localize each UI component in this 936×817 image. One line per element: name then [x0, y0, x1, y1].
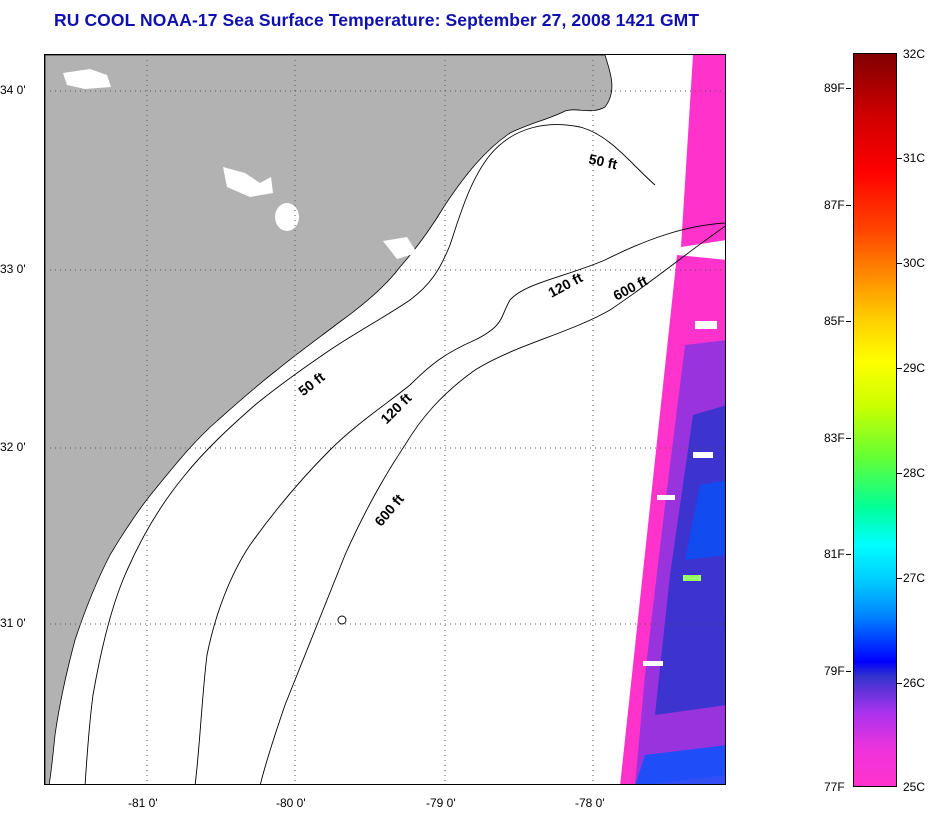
colorbar-celsius-label: 27C [903, 571, 926, 585]
lake-3 [275, 203, 299, 231]
colorbar-celsius-label: 31C [903, 151, 926, 165]
colorbar-celsius-label: 29C [903, 361, 926, 375]
lat-label: 32 0' [0, 440, 26, 454]
contour-label: 120 ft [545, 269, 585, 300]
colorbar-fahrenheit-label: 89F [824, 81, 845, 95]
lake-2 [223, 167, 273, 197]
lake-1 [63, 69, 111, 89]
contour-label: 600 ft [371, 491, 407, 530]
colorbar-celsius-label: 30C [903, 256, 926, 270]
lon-label: -80 0' [276, 796, 306, 810]
lon-label: -81 0' [128, 796, 158, 810]
sst-swath-blue2 [685, 480, 725, 560]
lat-label: 34 0' [0, 83, 26, 97]
sst-green-spot [683, 575, 701, 581]
colorbar-tick [897, 263, 902, 264]
sst-gap-1 [695, 321, 717, 329]
sst-gap-4 [643, 661, 663, 666]
colorbar-tick [846, 205, 851, 206]
map-canvas: 50 ft 120 ft 600 ft 50 ft 120 ft 600 ft [45, 55, 725, 784]
colorbar-tick [846, 554, 851, 555]
contour-50ft [84, 124, 656, 784]
colorbar-tick [897, 578, 902, 579]
contour-label: 120 ft [377, 390, 414, 427]
colorbar-fahrenheit-label: 85F [824, 314, 845, 328]
graticule [45, 55, 725, 784]
colorbar-celsius-label: 32C [903, 47, 926, 61]
colorbar-tick [846, 438, 851, 439]
colorbar-fahrenheit-label: 77F [824, 780, 845, 794]
contour-600ft [260, 225, 725, 784]
colorbar-tick [846, 88, 851, 89]
lake-4 [383, 237, 417, 259]
colorbar-celsius-label: 28C [903, 466, 926, 480]
colorbar-fahrenheit-label: 81F [824, 547, 845, 561]
colorbar-tick [897, 683, 902, 684]
colorbar-celsius-label: 25C [903, 780, 926, 794]
lon-label: -78 0' [575, 796, 605, 810]
colorbar-tick [897, 473, 902, 474]
land-area [45, 55, 613, 784]
colorbar-celsius-label: 26C [903, 676, 926, 690]
contour-label: 50 ft [295, 368, 328, 399]
sst-map: 50 ft 120 ft 600 ft 50 ft 120 ft 600 ft [44, 54, 726, 785]
contour-label: 50 ft [587, 151, 619, 173]
contour-120ft [194, 222, 725, 784]
sst-swath-blue3 [635, 745, 725, 784]
lat-label: 31 0' [0, 616, 26, 630]
sst-swath-pink [681, 55, 725, 247]
sst-gap-3 [657, 495, 675, 500]
temperature-colorbar [853, 53, 897, 787]
colorbar-fahrenheit-label: 79F [824, 664, 845, 678]
sst-swath-blue [655, 405, 725, 715]
colorbar-fahrenheit-label: 87F [824, 198, 845, 212]
colorbar-tick [897, 368, 902, 369]
sst-gap-2 [693, 452, 713, 458]
lon-label: -79 0' [426, 796, 456, 810]
colorbar-tick [897, 158, 902, 159]
colorbar-tick [846, 671, 851, 672]
colorbar-tick [846, 321, 851, 322]
lat-label: 33 0' [0, 262, 26, 276]
map-title: RU COOL NOAA-17 Sea Surface Temperature:… [54, 10, 700, 30]
colorbar-fahrenheit-label: 83F [824, 431, 845, 445]
seamount-contour [337, 615, 347, 625]
contour-label: 600 ft [610, 272, 650, 303]
